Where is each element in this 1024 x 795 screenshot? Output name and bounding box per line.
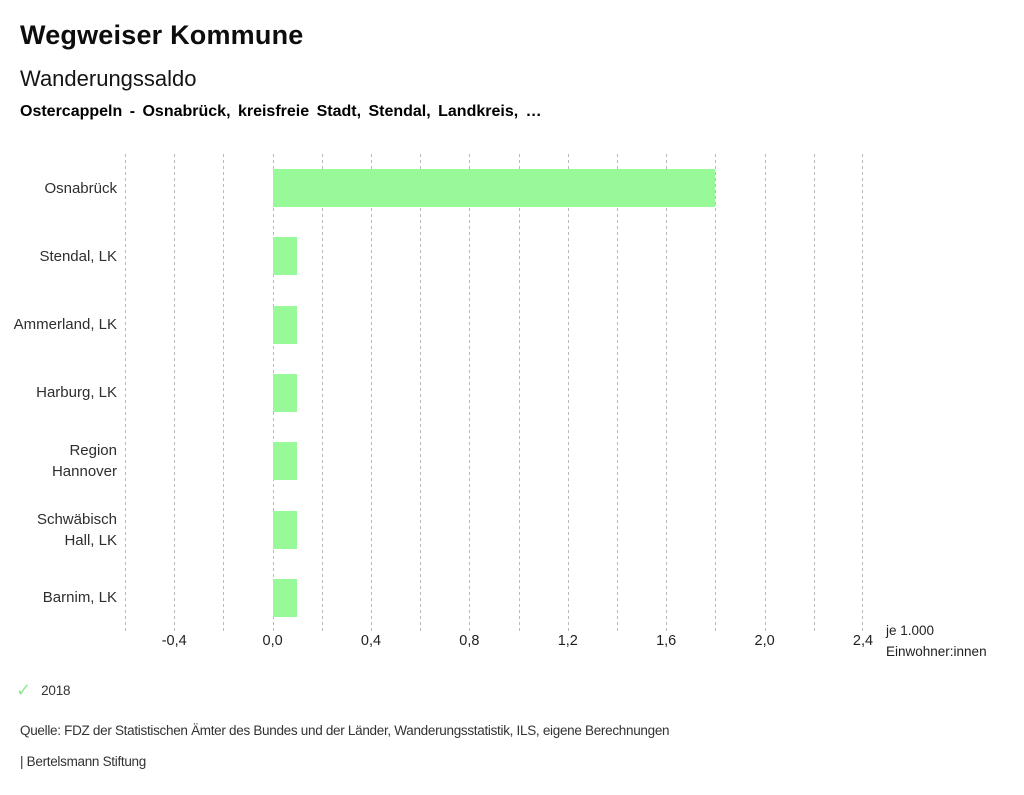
legend-label: 2018: [41, 682, 71, 698]
bar-harburg-lk[interactable]: [272, 374, 298, 412]
x-tick-label: 1,2: [557, 633, 578, 649]
indicator-title: Wanderungssaldo: [20, 66, 197, 91]
selection-subtitle: Ostercappeln - Osnabrück, kreisfreie Sta…: [20, 103, 542, 120]
x-axis-unit-line1: je 1.000: [886, 623, 935, 638]
grid-line: [862, 154, 863, 632]
x-tick-label: 0,0: [262, 633, 283, 649]
grid-line: [469, 154, 471, 632]
bar-chart-plot-area: [125, 154, 863, 632]
check-icon: ✓: [16, 680, 32, 700]
grid-line: [321, 154, 323, 632]
bar-osnabrück[interactable]: [272, 169, 716, 208]
bar-schwäbisch-hall-lk[interactable]: [272, 510, 298, 549]
grid-line: [617, 154, 618, 632]
x-axis-unit-line2: Einwohner:innen: [886, 643, 987, 659]
category-label: Schwäbisch Hall, LK: [36, 510, 117, 549]
category-label: Ammerland, LK: [13, 316, 117, 334]
category-label: Stendal, LK: [39, 247, 117, 265]
grid-line: [420, 154, 422, 632]
x-axis-tick-labels: -0,4 0,0 0,4 0,8 1,2 1,6 2,0 2,4: [0, 633, 1024, 651]
category-label: Harburg, LK: [36, 384, 117, 402]
legend-item-2018[interactable]: ✓ 2018: [16, 680, 71, 700]
y-axis-category-labels: Osnabrück Stendal, LK Ammerland, LK Harburg…: [0, 154, 117, 632]
grid-line: [813, 154, 815, 632]
category-label: Osnabrück: [44, 179, 117, 197]
bar-region-hannover[interactable]: [272, 442, 298, 481]
bar-stendal-lk[interactable]: [272, 237, 298, 276]
grid-line: [371, 154, 372, 632]
grid-line: [223, 154, 225, 632]
x-tick-label: 2,4: [852, 633, 874, 649]
x-tick-label: -0,4: [161, 633, 187, 649]
grid-line: [666, 154, 668, 632]
category-label: Region Hannover: [51, 442, 117, 481]
grid-line: [518, 154, 520, 632]
source-note: Quelle: FDZ der Statistischen Ämter des …: [20, 723, 670, 738]
bar-ammerland-lk[interactable]: [272, 305, 298, 344]
x-tick-label: 0,8: [459, 633, 480, 649]
x-tick-label: 2,0: [754, 633, 775, 649]
category-label: Barnim, LK: [42, 589, 117, 607]
bar-barnim-lk[interactable]: [272, 578, 298, 617]
page-title: Wegweiser Kommune: [20, 20, 304, 50]
x-tick-label: 0,4: [360, 633, 382, 649]
grid-line: [125, 154, 126, 632]
x-tick-label: 1,6: [656, 633, 677, 649]
grid-line: [174, 154, 176, 632]
grid-line: [715, 154, 717, 632]
grid-line: [567, 154, 569, 632]
branding-note: | Bertelsmann Stiftung: [20, 754, 146, 769]
x-axis-unit-label: je 1.000 Einwohner:innen: [886, 621, 987, 662]
grid-line: [764, 154, 766, 632]
